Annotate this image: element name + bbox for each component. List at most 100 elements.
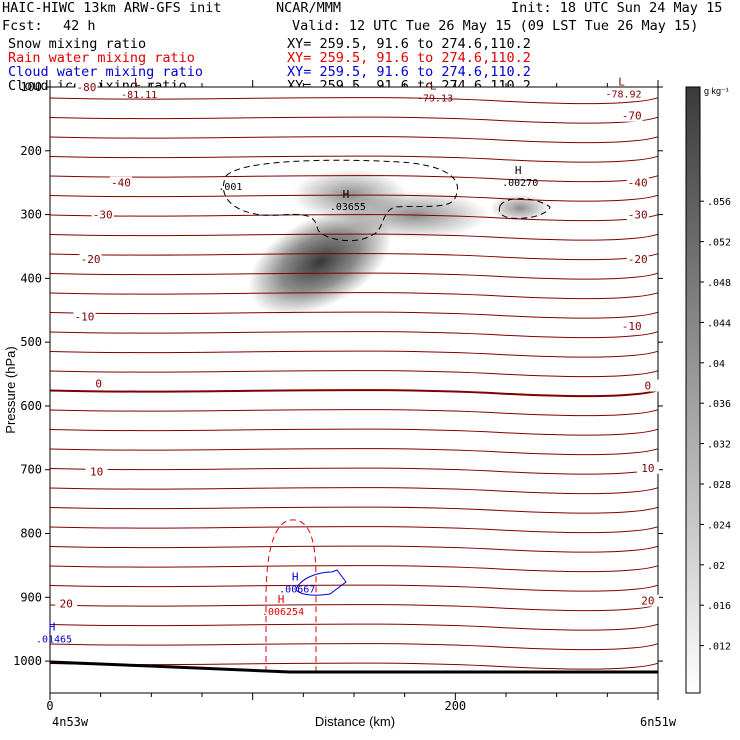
isotherm-label: 0 <box>645 380 652 393</box>
isotherm-label-bg <box>85 465 108 478</box>
valid-time: Valid: 12 UTC Tue 26 May 15 (09 LST Tue … <box>292 18 699 34</box>
isotherm-label: -10 <box>75 311 95 324</box>
extremum-letter: L <box>618 76 625 89</box>
isotherm-label: -40 <box>628 177 648 190</box>
x-axis: 0 20 0 <box>46 80 659 713</box>
colorbar-tick-label: .04 <box>707 359 725 370</box>
isotherm-line <box>50 97 658 105</box>
isotherm-label-bg <box>91 208 114 221</box>
isotherm-label: -70 <box>622 110 642 123</box>
extremum-value: .01465 <box>36 634 72 645</box>
extremum-letter: L <box>430 79 437 92</box>
y-tick-label: 1000 <box>13 654 42 668</box>
snow-core <box>248 208 392 316</box>
isotherm-line <box>50 584 658 592</box>
isotherm-label-bg <box>75 81 98 93</box>
isotherm-label-bg <box>109 176 132 189</box>
isotherm-label: -30 <box>93 209 113 222</box>
colorbar-tick-label: .02 <box>707 561 725 572</box>
isotherm-label: 20 <box>60 598 73 611</box>
extremum-value: -81.11 <box>121 90 157 101</box>
isotherm-line <box>50 506 658 514</box>
cloud-water-contour <box>295 569 347 596</box>
isotherm-line <box>50 545 658 553</box>
isotherm-label-bg <box>636 461 659 474</box>
x-axis-label: Distance (km) <box>315 714 395 729</box>
extremum-letter: H <box>49 620 56 633</box>
isotherm-label: -20 <box>628 253 648 266</box>
isotherm-line <box>50 643 658 651</box>
isotherm-line <box>50 448 658 456</box>
isotherm-label-bg <box>55 597 78 610</box>
isotherm-line <box>50 389 658 398</box>
x-tick-label: 0 <box>46 699 53 713</box>
chart-annotations: -80 -70 -40 -40 -30 -30 -20 -20 -10 -10 0 0 10 10 20 20… <box>36 76 659 645</box>
isotherm-line <box>50 662 658 670</box>
isotherm-line <box>50 233 658 241</box>
y-tick-label: 200 <box>20 144 42 158</box>
extremum-value: .03655 <box>330 202 366 213</box>
field-label-cloud-water: Cloud water mixing ratio <box>8 64 204 80</box>
colorbar-tick-label: .052 <box>707 238 731 249</box>
isotherm-label-bg <box>79 253 102 266</box>
cloud-ice-contour <box>223 159 458 242</box>
center-tag: NCAR/MMM <box>276 0 342 16</box>
isotherm-label-bg <box>626 176 649 189</box>
colorbar-tick-label: .024 <box>707 520 731 531</box>
title-left: HAIC-HIWC 13km ARW-GFS init <box>2 0 222 16</box>
extremum-value: .00667 <box>279 585 315 596</box>
isotherm-label: -10 <box>622 320 642 333</box>
isotherm-label: 10 <box>641 462 654 475</box>
extremum-letter: H <box>515 164 522 177</box>
isotherm-line <box>50 623 658 631</box>
isotherm-line <box>50 272 658 280</box>
isotherm-label-bg <box>626 208 649 221</box>
mixing-ratio-contours <box>223 159 551 672</box>
isotherm-label-bg <box>636 379 659 392</box>
forecast-label: Fcst: <box>2 18 43 34</box>
colorbar-tick-label: .048 <box>707 278 731 289</box>
y-tick-label: 100 <box>20 80 42 94</box>
isotherm-line <box>50 350 658 358</box>
y-axis-label: Pressure (hPa) <box>3 346 18 433</box>
isotherm-line <box>50 487 658 495</box>
extremum-letter: H <box>278 593 285 606</box>
extremum-value: -78.92 <box>605 90 641 101</box>
isotherm-line <box>50 370 658 378</box>
isotherm-line <box>50 526 658 534</box>
colorbar-gradient <box>685 86 701 694</box>
colorbar-unit: g kg⁻¹ <box>704 86 729 96</box>
isotherm-label: -30 <box>628 209 648 222</box>
forecast-hours: 42 h <box>63 18 96 34</box>
isotherm-label: -40 <box>111 177 131 190</box>
extremum-value: .006254 <box>262 607 304 618</box>
y-tick-label: 300 <box>20 208 42 222</box>
left-endpoint-label: 4n53w <box>52 715 89 729</box>
isotherm-label: -80 <box>77 81 97 94</box>
field-xy-cloud-water: XY= 259.5, 91.6 to 274.6,110.2 <box>287 64 531 80</box>
rain-water-contour <box>265 519 317 672</box>
y-tick-label: 900 <box>20 590 42 604</box>
init-time: Init: 18 UTC Sun 24 May 15 <box>511 0 723 16</box>
extremum-value: -79.13 <box>417 93 453 104</box>
field-xy-snow: XY= 259.5, 91.6 to 274.6,110.2 <box>287 36 531 52</box>
y-tick-label: 600 <box>20 399 42 413</box>
cloud-ice-contour-right <box>498 198 551 219</box>
isotherm-label-bg <box>87 377 110 390</box>
isotherm-line <box>50 565 658 573</box>
isotherm-label: 10 <box>90 466 103 479</box>
isotherm-label-bg <box>626 253 649 266</box>
colorbar-tick-label: .036 <box>707 399 731 410</box>
isotherm-line <box>50 428 658 436</box>
y-tick-label: 500 <box>20 335 42 349</box>
colorbar-tick-label: .028 <box>707 480 731 491</box>
extremum-letter: L <box>134 76 141 89</box>
isotherm-line <box>50 292 658 300</box>
isotherm-label-bg <box>620 320 643 333</box>
isotherm-line <box>50 331 658 339</box>
isotherm-line <box>50 194 658 202</box>
y-tick-label: 400 <box>20 271 42 285</box>
plot-area <box>49 86 659 694</box>
